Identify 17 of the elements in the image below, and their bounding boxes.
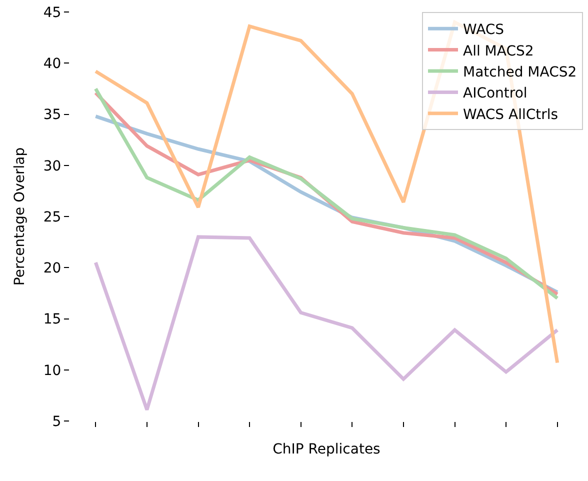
y-tick-label: 45: [43, 4, 62, 21]
legend-label: WACS: [463, 22, 504, 38]
y-tick-label: 20: [43, 260, 62, 277]
y-tick-label: 25: [43, 209, 62, 226]
x-axis-title: ChIP Replicates: [272, 442, 380, 458]
y-tick-label: 5: [52, 414, 62, 430]
y-tick-label: 10: [43, 362, 62, 379]
legend-label: Matched MACS2: [463, 64, 577, 80]
line-series: [94, 235, 560, 412]
legend-label: All MACS2: [463, 43, 534, 60]
y-tick-label: 30: [43, 158, 62, 174]
legend-label: AIControl: [463, 86, 528, 102]
y-axis-title: Percentage Overlap: [12, 147, 28, 286]
legend-label: WACS AllCtrls: [463, 106, 558, 123]
y-tick-label: 15: [43, 312, 62, 328]
y-tick-label: 35: [43, 107, 62, 124]
y-tick-label: 40: [43, 56, 62, 72]
